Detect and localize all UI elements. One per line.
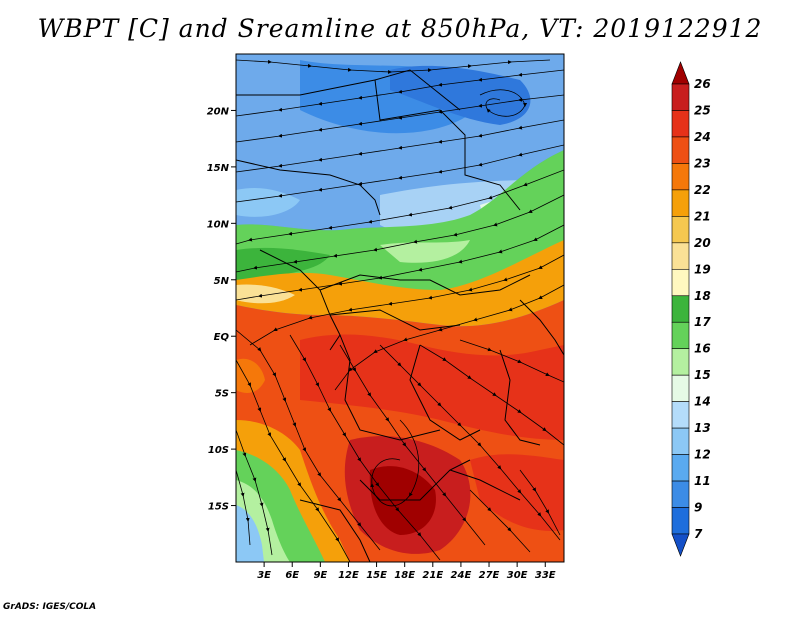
colorbar-label: 25 bbox=[694, 103, 711, 117]
colorbar-label: 12 bbox=[694, 448, 711, 462]
x-tick-label: 18E bbox=[394, 570, 415, 581]
map-title: WBPT [C] and Sreamline at 850hPa, VT: 20… bbox=[37, 14, 763, 43]
x-tick-label: 6E bbox=[285, 570, 299, 581]
x-axis: 3E 6E 9E 12E 15E 18E 21E 24E 27E 30E 33E bbox=[257, 562, 556, 581]
colorbar-swatch bbox=[671, 348, 690, 376]
x-tick-label: 3E bbox=[257, 570, 271, 581]
colorbar-swatch bbox=[671, 321, 690, 350]
x-tick-label: 27E bbox=[479, 570, 500, 581]
colorbar-label: 20 bbox=[694, 236, 711, 250]
y-tick-label: 15S bbox=[208, 502, 229, 513]
y-tick-label: 20N bbox=[207, 106, 230, 117]
colorbar-swatch bbox=[671, 136, 690, 164]
grads-credit: GrADS: IGES/COLA bbox=[3, 602, 97, 612]
x-tick-label: 9E bbox=[313, 570, 327, 581]
colorbar-label: 16 bbox=[694, 342, 711, 356]
colorbar-label: 7 bbox=[694, 527, 703, 541]
colorbar-swatch bbox=[671, 507, 690, 535]
colorbar-swatch bbox=[671, 454, 690, 482]
colorbar-bottom-triangle bbox=[671, 533, 690, 557]
colorbar: 26 25 24 23 22 21 20 19 18 17 16 15 14 13 12 11 9 7 bbox=[671, 61, 711, 557]
y-tick-label: 10N bbox=[207, 219, 230, 230]
colorbar-label: 22 bbox=[694, 183, 711, 197]
colorbar-swatch bbox=[671, 110, 690, 138]
x-tick-label: 21E bbox=[422, 570, 443, 581]
y-tick-label: 5N bbox=[214, 276, 230, 287]
colorbar-swatch bbox=[671, 295, 690, 323]
colorbar-swatch bbox=[671, 216, 690, 244]
y-tick-label: 5S bbox=[215, 389, 229, 400]
x-tick-label: 33E bbox=[535, 570, 556, 581]
x-tick-label: 30E bbox=[507, 570, 528, 581]
plot-frame bbox=[235, 53, 565, 563]
x-tick-label: 24E bbox=[451, 570, 472, 581]
y-tick-label: 10S bbox=[208, 445, 229, 456]
colorbar-label: 9 bbox=[694, 501, 702, 515]
colorbar-swatch bbox=[671, 242, 690, 270]
colorbar-label: 13 bbox=[694, 421, 711, 435]
colorbar-label: 24 bbox=[694, 130, 711, 144]
colorbar-label: 14 bbox=[694, 395, 711, 409]
y-axis: 20N 15N 10N 5N EQ 5S 10S 15S bbox=[207, 106, 236, 513]
x-tick-label: 15E bbox=[366, 570, 387, 581]
colorbar-swatch bbox=[671, 163, 690, 191]
colorbar-swatch bbox=[671, 427, 690, 455]
colorbar-swatch bbox=[671, 83, 690, 111]
y-tick-label: EQ bbox=[214, 332, 230, 343]
colorbar-label: 26 bbox=[694, 77, 711, 91]
colorbar-label: 21 bbox=[694, 209, 711, 223]
colorbar-swatch bbox=[671, 189, 690, 217]
colorbar-swatch bbox=[671, 480, 690, 508]
streamlines bbox=[236, 59, 564, 562]
colorbar-label: 18 bbox=[694, 289, 711, 303]
colorbar-label: 11 bbox=[694, 474, 711, 488]
x-tick-label: 12E bbox=[338, 570, 359, 581]
colorbar-swatch bbox=[671, 374, 690, 402]
colorbar-label: 17 bbox=[694, 315, 711, 329]
colorbar-top-triangle bbox=[671, 61, 690, 85]
colorbar-label: 23 bbox=[694, 156, 711, 170]
colorbar-swatch bbox=[671, 268, 690, 297]
colorbar-swatch bbox=[671, 401, 690, 429]
colorbar-label: 15 bbox=[694, 368, 711, 382]
colorbar-label: 19 bbox=[694, 262, 711, 276]
y-tick-label: 15N bbox=[207, 163, 230, 174]
